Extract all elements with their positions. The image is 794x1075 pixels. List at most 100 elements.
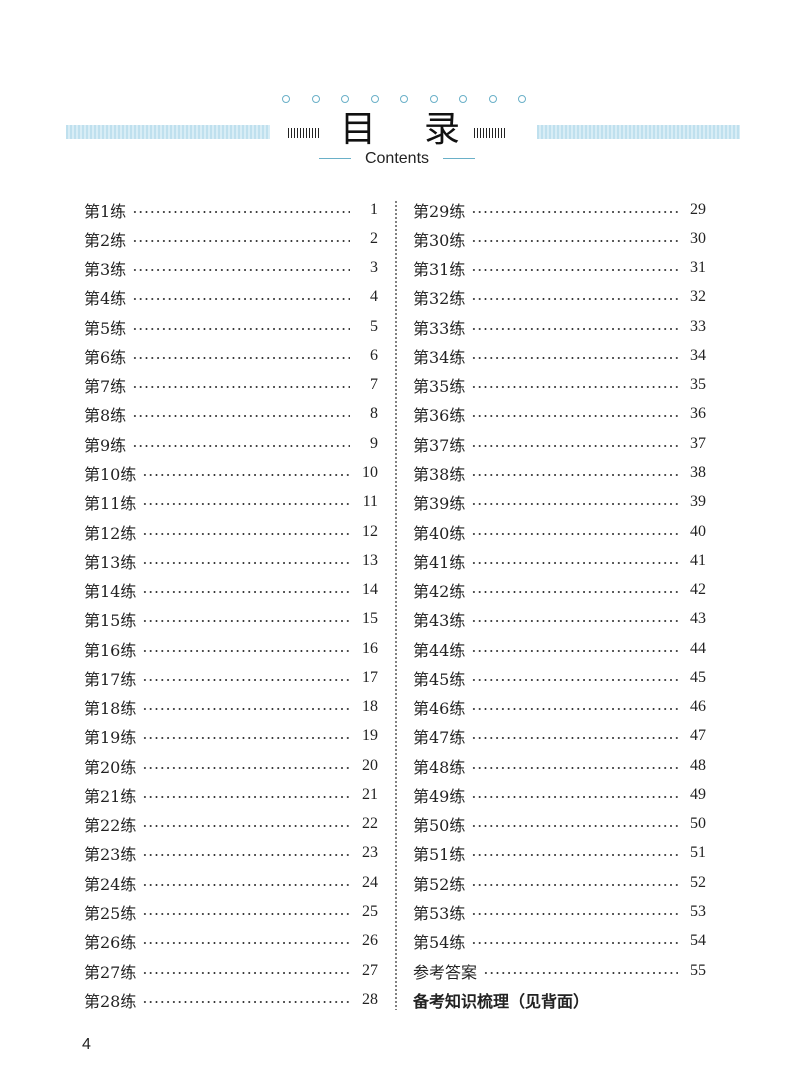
entry-page: 49: [690, 785, 706, 803]
toc-entry[interactable]: 第26练 26: [84, 927, 378, 956]
leader-dots: [471, 532, 678, 535]
entry-label: 第40练: [413, 523, 466, 543]
footer-note: 备考知识梳理（见背面）: [413, 991, 590, 1011]
toc-entry[interactable]: 第36练 36: [413, 400, 706, 429]
toc-entry[interactable]: 第50练 50: [413, 810, 706, 839]
entry-page: 8: [370, 405, 378, 423]
toc-entry[interactable]: 第47练 47: [413, 722, 706, 751]
leader-dots: [132, 356, 350, 359]
entry-label: 第39练: [413, 494, 466, 514]
toc-entry[interactable]: 第25练 25: [84, 897, 378, 926]
leader-dots: [471, 854, 678, 857]
toc-entry[interactable]: 第40练 40: [413, 517, 706, 546]
toc-entry[interactable]: 第44练 44: [413, 634, 706, 663]
leader-dots: [471, 269, 678, 272]
entry-label: 第36练: [413, 406, 466, 426]
entry-page: 12: [362, 522, 378, 540]
toc-entry[interactable]: 第53练 53: [413, 897, 706, 926]
toc-entry[interactable]: 第9练 9: [84, 429, 378, 458]
leader-dots: [142, 913, 350, 915]
entry-page: 7: [370, 376, 378, 394]
toc-entry[interactable]: 第4练 4: [84, 283, 378, 312]
toc-entry[interactable]: 第15练 15: [84, 605, 378, 634]
leader-dots: [142, 737, 350, 740]
toc-entry[interactable]: 第16练 16: [84, 634, 378, 663]
toc-entry[interactable]: 第49练 49: [413, 780, 706, 809]
entry-page: 21: [362, 785, 378, 803]
toc-entry[interactable]: 第46练 46: [413, 693, 706, 722]
toc-entry[interactable]: 第41练 41: [413, 546, 706, 575]
entry-label: 第38练: [413, 465, 466, 485]
entry-label: 第20练: [84, 757, 137, 777]
entry-label: 第48练: [413, 757, 466, 777]
toc-entry[interactable]: 参考答案 55: [413, 956, 706, 985]
toc-entry[interactable]: 第43练 43: [413, 605, 706, 634]
entry-label: 第41练: [413, 552, 466, 572]
toc-entry[interactable]: 第24练 24: [84, 868, 378, 897]
toc-entry[interactable]: 第21练 21: [84, 780, 378, 809]
toc-entry[interactable]: 第5练 5: [84, 312, 378, 341]
entry-label: 参考答案: [413, 962, 478, 982]
toc-entry[interactable]: 第52练 52: [413, 868, 706, 897]
toc-entry[interactable]: 第7练 7: [84, 371, 378, 400]
toc-entry[interactable]: 第54练 54: [413, 927, 706, 956]
toc-entry[interactable]: 第22练 22: [84, 810, 378, 839]
entry-page: 10: [362, 464, 378, 482]
toc-entry[interactable]: 第30练 30: [413, 224, 706, 253]
toc-entry[interactable]: 第12练 12: [84, 517, 378, 546]
toc-entry[interactable]: 第8练 8: [84, 400, 378, 429]
toc-entry[interactable]: 第14练 14: [84, 575, 378, 604]
toc-entry[interactable]: 第11练 11: [84, 488, 378, 517]
toc-entry[interactable]: 第2练 2: [84, 224, 378, 253]
toc-entry[interactable]: 第29练 29: [413, 195, 706, 224]
leader-dots: [142, 503, 350, 506]
leader-dots: [142, 825, 350, 828]
toc-entry[interactable]: 第3练 3: [84, 254, 378, 283]
toc-entry[interactable]: 第19练 19: [84, 722, 378, 751]
toc-entry[interactable]: 第28练 28: [84, 985, 378, 1014]
toc-entry[interactable]: 第35练 35: [413, 371, 706, 400]
toc-entry[interactable]: 第31练 31: [413, 254, 706, 283]
toc-entry[interactable]: 第1练 1: [84, 195, 378, 224]
entry-label: 第23练: [84, 845, 137, 865]
toc-entry[interactable]: 第32练 32: [413, 283, 706, 312]
right-tick-marks: [474, 128, 506, 138]
toc-entry[interactable]: 第34练 34: [413, 341, 706, 370]
toc-entry[interactable]: 第38练 38: [413, 458, 706, 487]
leader-dots: [471, 444, 678, 447]
entry-page: 1: [370, 200, 378, 218]
toc-entry[interactable]: 第48练 48: [413, 751, 706, 780]
subtitle-text: Contents: [364, 150, 430, 167]
entry-label: 第47练: [413, 728, 466, 748]
entry-page: 35: [690, 376, 706, 394]
entry-page: 28: [362, 990, 378, 1008]
entry-page: 16: [362, 639, 378, 657]
leader-dots: [471, 356, 678, 359]
toc-entry[interactable]: 第23练 23: [84, 839, 378, 868]
toc-entry[interactable]: 第13练 13: [84, 546, 378, 575]
toc-entry[interactable]: 第20练 20: [84, 751, 378, 780]
entry-page: 36: [690, 405, 706, 423]
entry-page: 19: [362, 727, 378, 745]
entry-label: 第25练: [84, 904, 137, 923]
toc-entry[interactable]: 第10练 10: [84, 458, 378, 487]
leader-dots: [471, 942, 678, 945]
toc-entry[interactable]: 第45练 45: [413, 663, 706, 692]
leader-dots: [471, 883, 678, 886]
toc-entry[interactable]: 第37练 37: [413, 429, 706, 458]
title-char: 录: [423, 109, 460, 150]
toc-entry[interactable]: 第51练 51: [413, 839, 706, 868]
entry-page: 38: [690, 464, 706, 482]
toc-entry[interactable]: 第6练 6: [84, 341, 378, 370]
toc-entry[interactable]: 第18练 18: [84, 693, 378, 722]
entry-label: 第30练: [413, 230, 466, 250]
toc-entry[interactable]: 第39练 39: [413, 488, 706, 517]
entry-page: 18: [362, 698, 378, 716]
leader-dots: [142, 620, 350, 623]
toc-entry[interactable]: 第17练 17: [84, 663, 378, 692]
toc-entry[interactable]: 第27练 27: [84, 956, 378, 985]
leader-dots: [471, 620, 678, 623]
toc-entry[interactable]: 第33练 33: [413, 312, 706, 341]
entry-page: 25: [362, 903, 378, 920]
toc-entry[interactable]: 第42练 42: [413, 575, 706, 604]
